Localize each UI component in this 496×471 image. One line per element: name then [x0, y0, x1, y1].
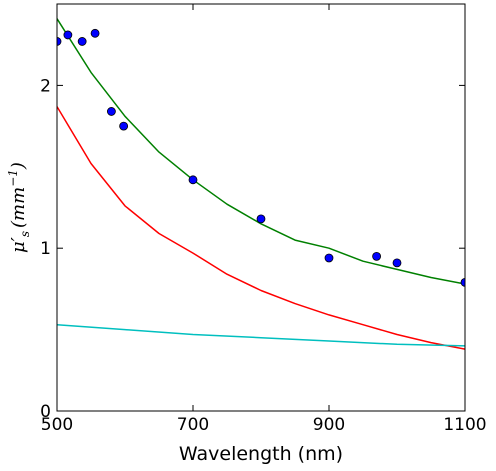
data-point: [57, 37, 62, 46]
data-point: [90, 28, 100, 38]
series-line-2: [57, 106, 465, 350]
y-tick-label: 1: [40, 239, 51, 259]
data-point: [460, 277, 465, 287]
y-axis-label: μ′s (mm−1): [6, 162, 32, 253]
data-point: [107, 107, 116, 116]
y-label-exp: −1: [6, 169, 20, 187]
data-point: [63, 30, 73, 40]
y-label-mu: μ: [8, 241, 29, 253]
y-label-units: (mm: [8, 187, 29, 228]
y-label-close: ): [8, 162, 29, 170]
x-axis-label: Wavelength (nm): [179, 443, 343, 465]
series-line-3: [57, 323, 465, 347]
y-tick-label: 0: [40, 402, 51, 422]
series-layer: [57, 18, 465, 350]
data-point: [188, 175, 198, 185]
data-point: [392, 258, 402, 268]
series-line-1: [57, 18, 465, 285]
data-point: [372, 251, 382, 261]
data-point: [119, 121, 129, 131]
data-point: [256, 214, 266, 224]
x-tick-label: 1100: [443, 415, 486, 435]
data-point: [77, 37, 87, 46]
y-label-sub: s: [18, 231, 32, 237]
x-tick-label: 500: [41, 415, 73, 435]
x-tick-label: 700: [177, 415, 209, 435]
y-tick-label: 2: [40, 76, 51, 96]
x-tick-label: 900: [313, 415, 345, 435]
y-label-prime: ′: [8, 237, 29, 241]
axes-frame: [56, 3, 466, 412]
ticks-layer: 500 700 900 1100 0 1 2: [40, 4, 487, 435]
data-point: [324, 253, 334, 263]
